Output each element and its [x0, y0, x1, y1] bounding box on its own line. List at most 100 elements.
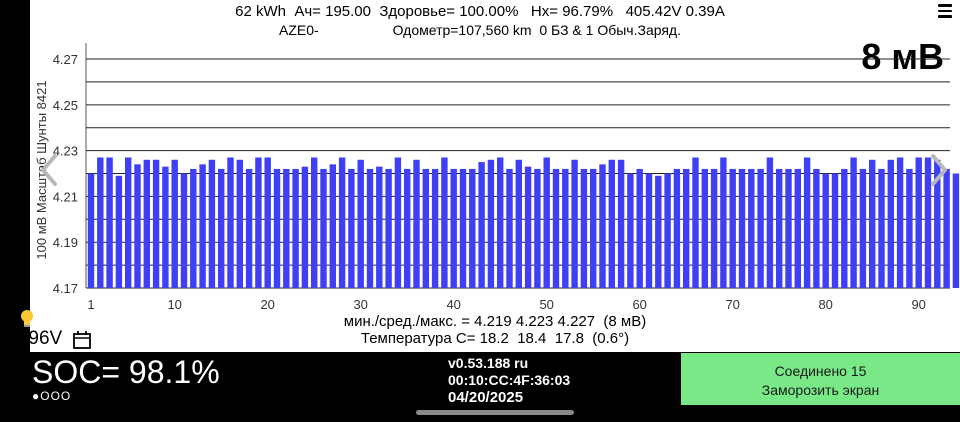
aux-battery-voltage: 12.96V — [2, 328, 63, 349]
cell-bar-62 — [655, 175, 662, 288]
cell-bar-45 — [497, 157, 504, 288]
cell-bar-21 — [273, 168, 281, 288]
cell-bar-47 — [515, 159, 522, 288]
x-tick-label: 80 — [818, 297, 832, 312]
cell-bar-78 — [803, 157, 811, 288]
cell-bar-51 — [552, 168, 560, 288]
y-axis-ticks: 4.27 4.25 4.23 4.21 4.19 4.17 — [53, 52, 78, 296]
cell-bar-27 — [329, 164, 336, 288]
cell-bar-24 — [301, 166, 309, 288]
cell-bar-10 — [171, 159, 178, 288]
cell-bar-77 — [794, 168, 801, 288]
min-avg-max-readout: мин./сред./макс. = 4.219 4.223 4.227 (8 … — [343, 313, 647, 330]
freeze-screen-button[interactable]: Соединено 15 Заморозить экран — [681, 353, 960, 405]
cell-bar-8 — [152, 159, 160, 288]
cell-bar-82 — [841, 168, 848, 288]
cell-bar-25 — [311, 157, 318, 288]
cell-bar-11 — [180, 173, 188, 288]
cell-bar-16 — [227, 157, 234, 288]
cell-bar-84 — [859, 168, 867, 288]
cell-bar-34 — [394, 157, 402, 288]
cell-bar-15 — [218, 168, 225, 288]
cell-bar-32 — [376, 166, 383, 288]
x-tick-label: 40 — [446, 297, 460, 312]
cell-bar-18 — [245, 168, 253, 288]
cell-bar-55 — [590, 168, 597, 288]
cell-bar-1 — [87, 173, 95, 288]
x-tick-label: 20 — [260, 297, 274, 312]
page-indicator: ●OOO — [32, 389, 72, 403]
cell-bar-76 — [785, 168, 792, 288]
cell-bar-72 — [748, 168, 755, 288]
cell-bar-90 — [915, 157, 922, 288]
cell-bar-81 — [831, 173, 839, 288]
cell-bar-68 — [710, 168, 718, 288]
cell-bar-35 — [404, 168, 411, 288]
cell-bar-43 — [478, 162, 485, 288]
cell-bar-7 — [143, 159, 150, 288]
cell-bar-71 — [738, 168, 746, 288]
next-page-icon[interactable] — [928, 150, 950, 195]
device-mac-address: 00:10:CC:4F:36:03 — [448, 372, 571, 388]
cell-bar-91 — [924, 157, 932, 288]
cell-bar-50 — [543, 157, 550, 288]
cell-bar-93 — [943, 168, 950, 288]
cell-bar-66 — [692, 157, 699, 288]
cell-bar-94 — [952, 173, 960, 288]
cell-bar-70 — [729, 168, 736, 288]
cell-bar-92 — [934, 159, 941, 288]
cell-bar-23 — [292, 168, 299, 288]
hamburger-menu-icon[interactable] — [938, 4, 952, 18]
cell-bar-39 — [441, 157, 448, 288]
y-tick-label: 4.17 — [53, 281, 78, 296]
cell-bar-19 — [255, 157, 262, 288]
cell-bar-79 — [813, 168, 820, 288]
cell-bar-5 — [125, 157, 132, 288]
cell-bar-57 — [608, 159, 615, 288]
y-tick-label: 4.21 — [53, 189, 78, 204]
cell-bar-9 — [162, 166, 169, 288]
cell-bar-12 — [190, 168, 197, 288]
cell-bar-63 — [664, 173, 671, 288]
cell-bar-83 — [850, 157, 857, 288]
connection-status: Соединено 15 — [774, 363, 867, 379]
x-tick-label: 70 — [725, 297, 739, 312]
cell-bar-4 — [115, 175, 123, 288]
cell-bar-86 — [878, 168, 885, 288]
y-tick-label: 4.23 — [53, 144, 78, 159]
x-tick-label: 30 — [353, 297, 367, 312]
x-tick-label: 10 — [167, 297, 181, 312]
chart-screen: 62 kWh Ач= 195.00 Здоровье= 100.00% Нх= … — [30, 0, 960, 352]
cell-bar-58 — [617, 159, 625, 288]
cell-bar-20 — [264, 157, 271, 288]
cell-bar-42 — [469, 168, 476, 288]
y-tick-label: 4.25 — [53, 98, 78, 113]
cell-bar-60 — [636, 168, 643, 288]
cell-bar-61 — [645, 173, 653, 288]
x-tick-label: 50 — [539, 297, 553, 312]
cell-bar-22 — [283, 168, 290, 288]
cell-bar-40 — [450, 168, 457, 288]
cell-bar-37 — [422, 168, 429, 288]
home-gesture-bar[interactable] — [416, 410, 574, 415]
cell-bar-64 — [673, 168, 681, 288]
cell-bar-59 — [627, 173, 634, 288]
cell-spread-label: 8 мВ — [861, 36, 944, 77]
cell-bar-56 — [599, 164, 606, 288]
cell-bar-31 — [366, 168, 374, 288]
cell-bar-26 — [320, 168, 327, 288]
battery-summary: 62 kWh Ач= 195.00 Здоровье= 100.00% Нх= … — [235, 3, 725, 20]
calendar-icon[interactable] — [72, 330, 92, 355]
cell-bar-17 — [236, 159, 243, 288]
app-version: v0.53.188 ru — [448, 355, 529, 371]
freeze-screen-label: Заморозить экран — [761, 382, 880, 398]
cell-bar-74 — [766, 157, 774, 288]
light-bulb-icon[interactable] — [19, 309, 35, 334]
cell-bar-80 — [822, 173, 829, 288]
current-date: 04/20/2025 — [448, 389, 524, 406]
temperature-readout: Температура C= 18.2 18.4 17.8 (0.6°) — [360, 330, 630, 347]
cell-bars — [87, 157, 960, 288]
cell-bar-46 — [506, 168, 513, 288]
previous-page-icon[interactable] — [38, 150, 60, 195]
cell-bar-89 — [906, 168, 913, 288]
